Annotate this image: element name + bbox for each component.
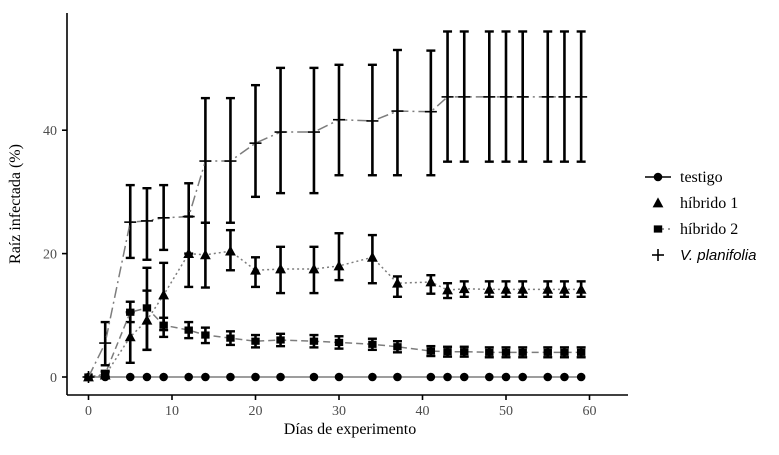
marker-triangle	[275, 263, 286, 274]
marker-square	[184, 326, 193, 334]
marker-circle	[309, 372, 319, 382]
marker-circle	[334, 372, 344, 382]
legend-key-circle	[653, 172, 663, 182]
marker-square	[518, 348, 527, 356]
legend-label: híbrido 1	[680, 195, 738, 212]
marker-circle	[443, 372, 452, 382]
marker-triangle	[250, 264, 261, 275]
marker-circle	[501, 372, 511, 382]
x-tick-label: 50	[499, 404, 513, 419]
legend-label: híbrido 2	[680, 221, 738, 238]
x-tick-label: 10	[165, 404, 179, 419]
marker-triangle	[200, 249, 211, 260]
marker-square	[142, 304, 152, 312]
marker-square	[576, 348, 586, 356]
marker-square	[201, 331, 210, 339]
marker-triangle	[458, 283, 470, 294]
marker-square	[501, 348, 511, 356]
marker-square	[334, 338, 344, 347]
marker-square	[251, 337, 260, 345]
marker-circle	[393, 372, 402, 382]
marker-circle	[142, 372, 152, 382]
marker-circle	[368, 372, 377, 382]
x-tick-label: 30	[332, 404, 346, 419]
series-line-triangle	[88, 250, 582, 378]
marker-square	[276, 336, 285, 344]
marker-circle	[201, 372, 210, 382]
marker-circle	[576, 372, 586, 382]
marker-circle	[251, 372, 260, 382]
marker-triangle	[575, 283, 587, 294]
marker-circle	[276, 372, 285, 382]
marker-circle	[459, 372, 469, 382]
marker-square	[226, 334, 235, 342]
marker-circle	[426, 372, 436, 382]
marker-square	[101, 370, 110, 378]
marker-triangle	[367, 251, 378, 262]
marker-triangle	[124, 331, 136, 342]
x-tick-label: 60	[583, 404, 597, 419]
x-axis-title: Días de experimento	[284, 421, 416, 438]
marker-triangle	[517, 283, 529, 294]
marker-triangle	[442, 284, 453, 295]
legend-label: testigo	[680, 169, 723, 186]
marker-circle	[518, 372, 527, 382]
x-tick-label: 20	[249, 404, 263, 419]
marker-circle	[226, 372, 235, 382]
marker-square	[309, 337, 319, 345]
marker-square	[443, 348, 452, 356]
x-tick-label: 40	[416, 404, 430, 419]
legend-key-square	[653, 225, 663, 233]
marker-triangle	[559, 283, 570, 294]
marker-triangle	[158, 289, 170, 300]
marker-square	[560, 348, 569, 356]
marker-triangle	[308, 263, 320, 274]
marker-circle	[125, 372, 135, 382]
y-tick-label: 0	[50, 371, 57, 386]
marker-triangle	[333, 260, 345, 271]
y-tick-label: 20	[43, 248, 57, 263]
marker-triangle	[483, 283, 495, 294]
marker-circle	[184, 372, 193, 382]
y-tick-label: 40	[43, 124, 57, 139]
marker-circle	[560, 372, 569, 382]
marker-square	[368, 340, 377, 348]
x-tick-label: 0	[85, 404, 92, 419]
y-axis-title: Raíz infectada (%)	[7, 144, 24, 264]
marker-square	[126, 308, 135, 316]
marker-square	[485, 348, 494, 356]
legend-label: V. planifolia	[680, 247, 756, 264]
marker-square	[460, 348, 469, 356]
marker-square	[426, 347, 436, 355]
marker-triangle	[542, 283, 554, 294]
marker-triangle	[225, 245, 236, 256]
marker-square	[543, 348, 552, 356]
marker-circle	[159, 372, 168, 382]
marker-triangle	[392, 277, 403, 288]
legend-key-triangle	[652, 197, 664, 208]
marker-square	[159, 321, 168, 329]
marker-square	[393, 343, 402, 351]
marker-triangle	[500, 283, 512, 294]
marker-triangle	[425, 276, 437, 287]
marker-circle	[543, 372, 553, 382]
marker-circle	[485, 372, 494, 382]
